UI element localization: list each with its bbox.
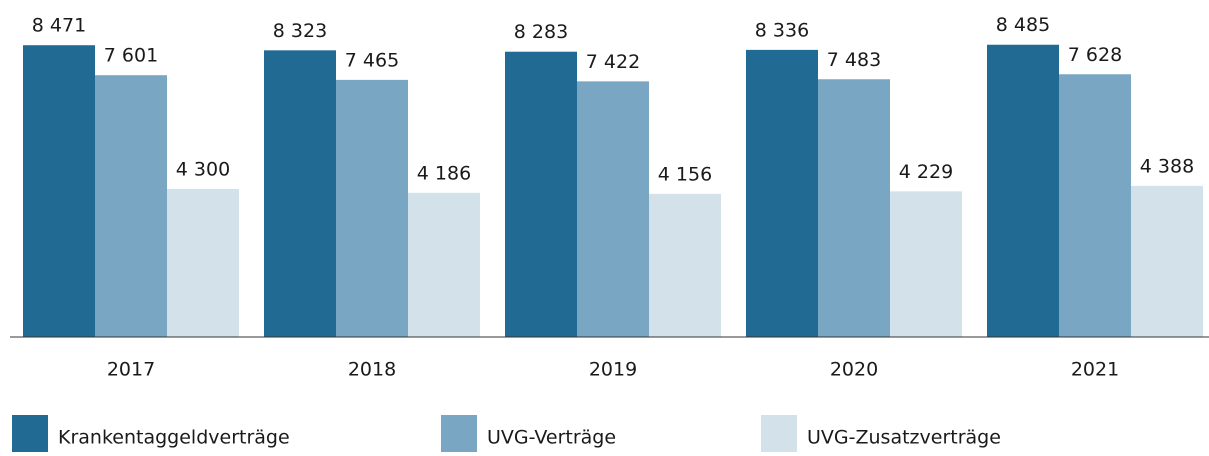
value-label: 7 628 (1068, 44, 1122, 66)
bar (264, 50, 336, 338)
bar (577, 81, 649, 337)
bar (890, 191, 962, 337)
legend-label: Krankentaggeldverträge (58, 427, 290, 449)
bar (818, 79, 890, 337)
bar (1059, 74, 1131, 337)
bar (1131, 185, 1203, 337)
value-label: 4 156 (658, 163, 712, 185)
value-label: 8 471 (32, 15, 86, 37)
value-label: 4 388 (1140, 155, 1194, 177)
bar (167, 188, 239, 337)
value-label: 8 323 (273, 20, 327, 42)
legend-label: UVG-Zusatzverträge (807, 427, 1001, 449)
bar (408, 192, 480, 337)
bar (23, 45, 95, 338)
legend-swatch (761, 415, 797, 452)
value-label: 4 229 (899, 161, 953, 183)
bar (95, 75, 167, 337)
x-tick-label: 2020 (830, 359, 878, 381)
value-label: 7 601 (104, 45, 158, 67)
x-tick-label: 2019 (589, 359, 637, 381)
value-label: 7 483 (827, 49, 881, 71)
value-label: 8 485 (996, 14, 1050, 36)
value-label: 7 465 (345, 49, 399, 71)
x-tick-label: 2018 (348, 359, 396, 381)
legend-swatch (12, 415, 48, 452)
legend-label: UVG-Verträge (487, 427, 616, 449)
value-label: 4 300 (176, 158, 230, 180)
value-label: 4 186 (417, 162, 471, 184)
x-tick-label: 2021 (1071, 359, 1119, 381)
x-tick-label: 2017 (107, 359, 155, 381)
bar (746, 49, 818, 337)
bar (336, 79, 408, 337)
value-label: 7 422 (586, 51, 640, 73)
bar (649, 193, 721, 337)
bar (505, 51, 577, 338)
legend-swatch (441, 415, 477, 452)
value-label: 8 283 (514, 21, 568, 43)
value-label: 8 336 (755, 19, 809, 41)
bar (987, 44, 1059, 337)
